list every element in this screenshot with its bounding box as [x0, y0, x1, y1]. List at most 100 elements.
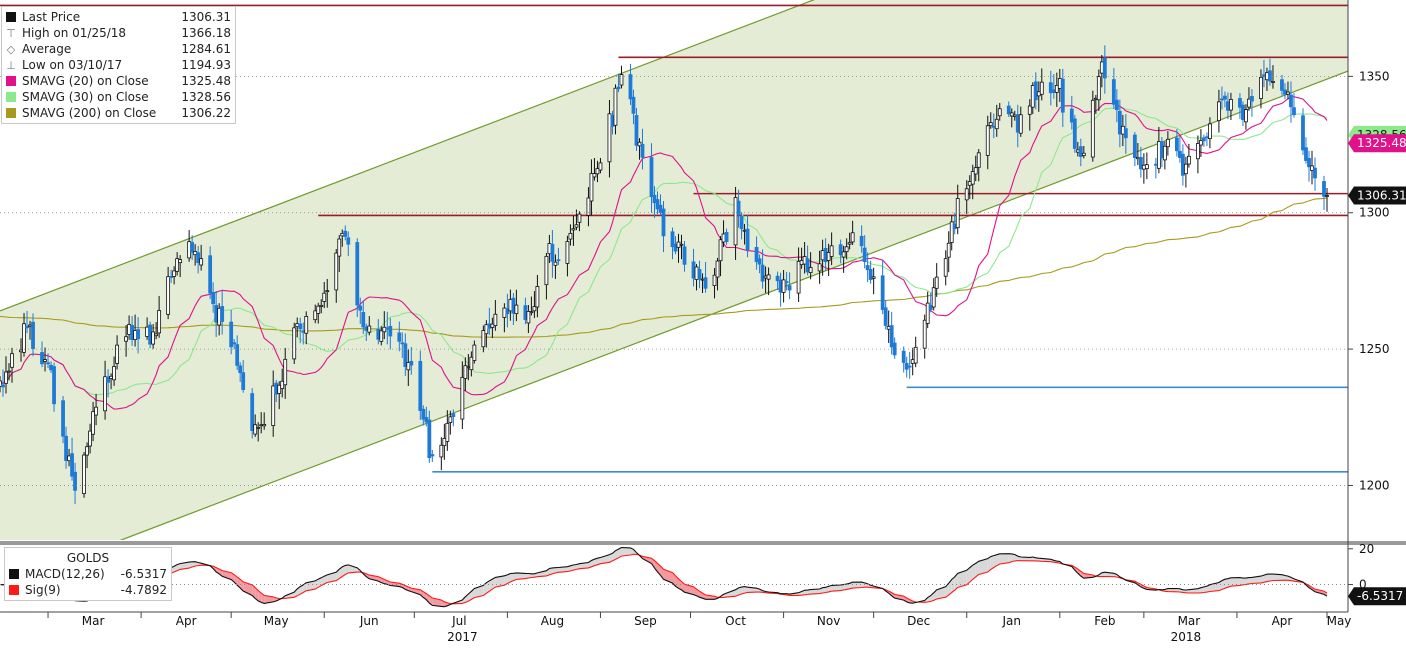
- macd-divergence-fill: [303, 582, 307, 593]
- candle-body: [175, 258, 180, 272]
- candle-body: [784, 281, 789, 284]
- candle-body: [1223, 95, 1227, 100]
- candle-body: [217, 307, 222, 326]
- candle-body: [1156, 141, 1161, 169]
- candle-body: [526, 311, 531, 324]
- macd-divergence-fill: [804, 590, 808, 595]
- legend-row: Last Price 1306.31: [6, 9, 231, 25]
- candle-body: [1135, 156, 1140, 160]
- macd-divergence-fill: [1281, 574, 1285, 581]
- candle-body: [7, 370, 11, 373]
- macd-divergence-fill: [300, 584, 304, 595]
- candle-body: [22, 323, 26, 353]
- candle-body: [376, 328, 381, 340]
- candle-body: [1093, 97, 1098, 100]
- macd-divergence-fill: [1185, 589, 1189, 594]
- candle-body: [472, 344, 477, 361]
- candle-body: [778, 279, 783, 293]
- candle-body: [670, 231, 675, 248]
- macd-divergence-fill: [615, 549, 619, 560]
- x-tick-label: Oct: [725, 614, 746, 628]
- macd-divergence-fill: [822, 587, 826, 594]
- macd-divergence-fill: [843, 583, 847, 590]
- candle-body: [1205, 136, 1209, 139]
- candle-body: [595, 168, 600, 175]
- macd-divergence-fill: [1101, 572, 1105, 577]
- macd-divergence-fill: [189, 561, 193, 569]
- x-tick-label: May: [264, 614, 289, 628]
- macd-divergence-fill: [579, 562, 589, 569]
- candle-body: [697, 269, 702, 280]
- candle-body: [976, 152, 981, 168]
- candle-body: [988, 122, 993, 127]
- candle-body: [1165, 138, 1170, 148]
- candle-body: [241, 372, 246, 390]
- candle-body: [151, 331, 156, 345]
- legend-row: ⊥ Low on 03/10/17 1194.93: [6, 57, 231, 73]
- x-tick-label: Jan: [1002, 614, 1022, 628]
- x-tick-label: Apr: [176, 614, 197, 628]
- candle-body: [1238, 98, 1242, 108]
- candle-body: [382, 326, 387, 333]
- candle-body: [70, 453, 74, 477]
- macd-divergence-fill: [510, 573, 514, 582]
- macd-divergence-fill: [810, 588, 820, 595]
- candle-body: [589, 173, 594, 202]
- legend-label: Low on 03/10/17: [22, 58, 123, 72]
- candle-body: [1229, 99, 1233, 111]
- candle-body: [775, 275, 780, 282]
- candle-body: [169, 276, 174, 278]
- macd-divergence-fill: [630, 547, 634, 555]
- candle-body: [193, 251, 198, 256]
- candle-body: [403, 343, 408, 367]
- candle-body: [607, 113, 612, 163]
- macd-divergence-fill: [1314, 589, 1324, 595]
- candle-body: [388, 325, 393, 337]
- candle-body: [1039, 81, 1044, 95]
- macd-divergence-fill: [1230, 577, 1240, 587]
- candle-body: [115, 344, 119, 364]
- macd-divergence-fill: [1245, 577, 1249, 585]
- candle-body: [610, 115, 615, 127]
- candle-body: [892, 342, 897, 356]
- macd-divergence-fill: [609, 553, 613, 563]
- candle-body: [574, 224, 579, 228]
- candle-body: [1313, 167, 1317, 179]
- candle-body: [109, 375, 113, 379]
- macd-legend: GOLDS MACD(12,26) -6.5317 Sig(9) -4.7892: [4, 547, 172, 601]
- macd-divergence-fill: [1176, 588, 1180, 593]
- macd-divergence-fill: [597, 557, 601, 565]
- candle-body: [178, 259, 183, 264]
- candle-body: [967, 181, 972, 186]
- candle-body: [187, 241, 192, 259]
- candle-body: [1096, 76, 1101, 101]
- macd-divergence-fill: [492, 577, 496, 590]
- candle-body: [1289, 94, 1293, 108]
- candle-body: [760, 264, 765, 282]
- legend-value: 1328.56: [181, 90, 231, 104]
- candle-body: [1268, 70, 1272, 82]
- legend-value: 1366.18: [181, 26, 231, 40]
- candle-body: [691, 261, 696, 279]
- macd-divergence-fill: [849, 582, 853, 589]
- macd-divergence-fill: [990, 555, 994, 570]
- candle-body: [0, 380, 2, 387]
- candle-body: [565, 241, 570, 264]
- macd-divergence-fill: [675, 575, 679, 589]
- macd-divergence-fill: [936, 586, 946, 599]
- macd-divergence-fill: [324, 574, 328, 585]
- candle-body: [787, 285, 792, 291]
- candle-body: [1280, 79, 1284, 91]
- macd-divergence-fill: [618, 547, 622, 558]
- macd-divergence-fill: [558, 566, 568, 573]
- year-label: 2017: [447, 630, 478, 644]
- candle-body: [820, 250, 825, 261]
- macd-divergence-fill: [966, 567, 970, 585]
- legend-swatch-icon: [6, 92, 16, 102]
- macd-divergence-fill: [1020, 556, 1030, 561]
- candle-body: [655, 199, 660, 210]
- candle-body: [763, 275, 768, 279]
- candle-body: [229, 321, 234, 348]
- x-tick-label: Mar: [82, 614, 105, 628]
- y-tick-label: 1250: [1359, 342, 1390, 356]
